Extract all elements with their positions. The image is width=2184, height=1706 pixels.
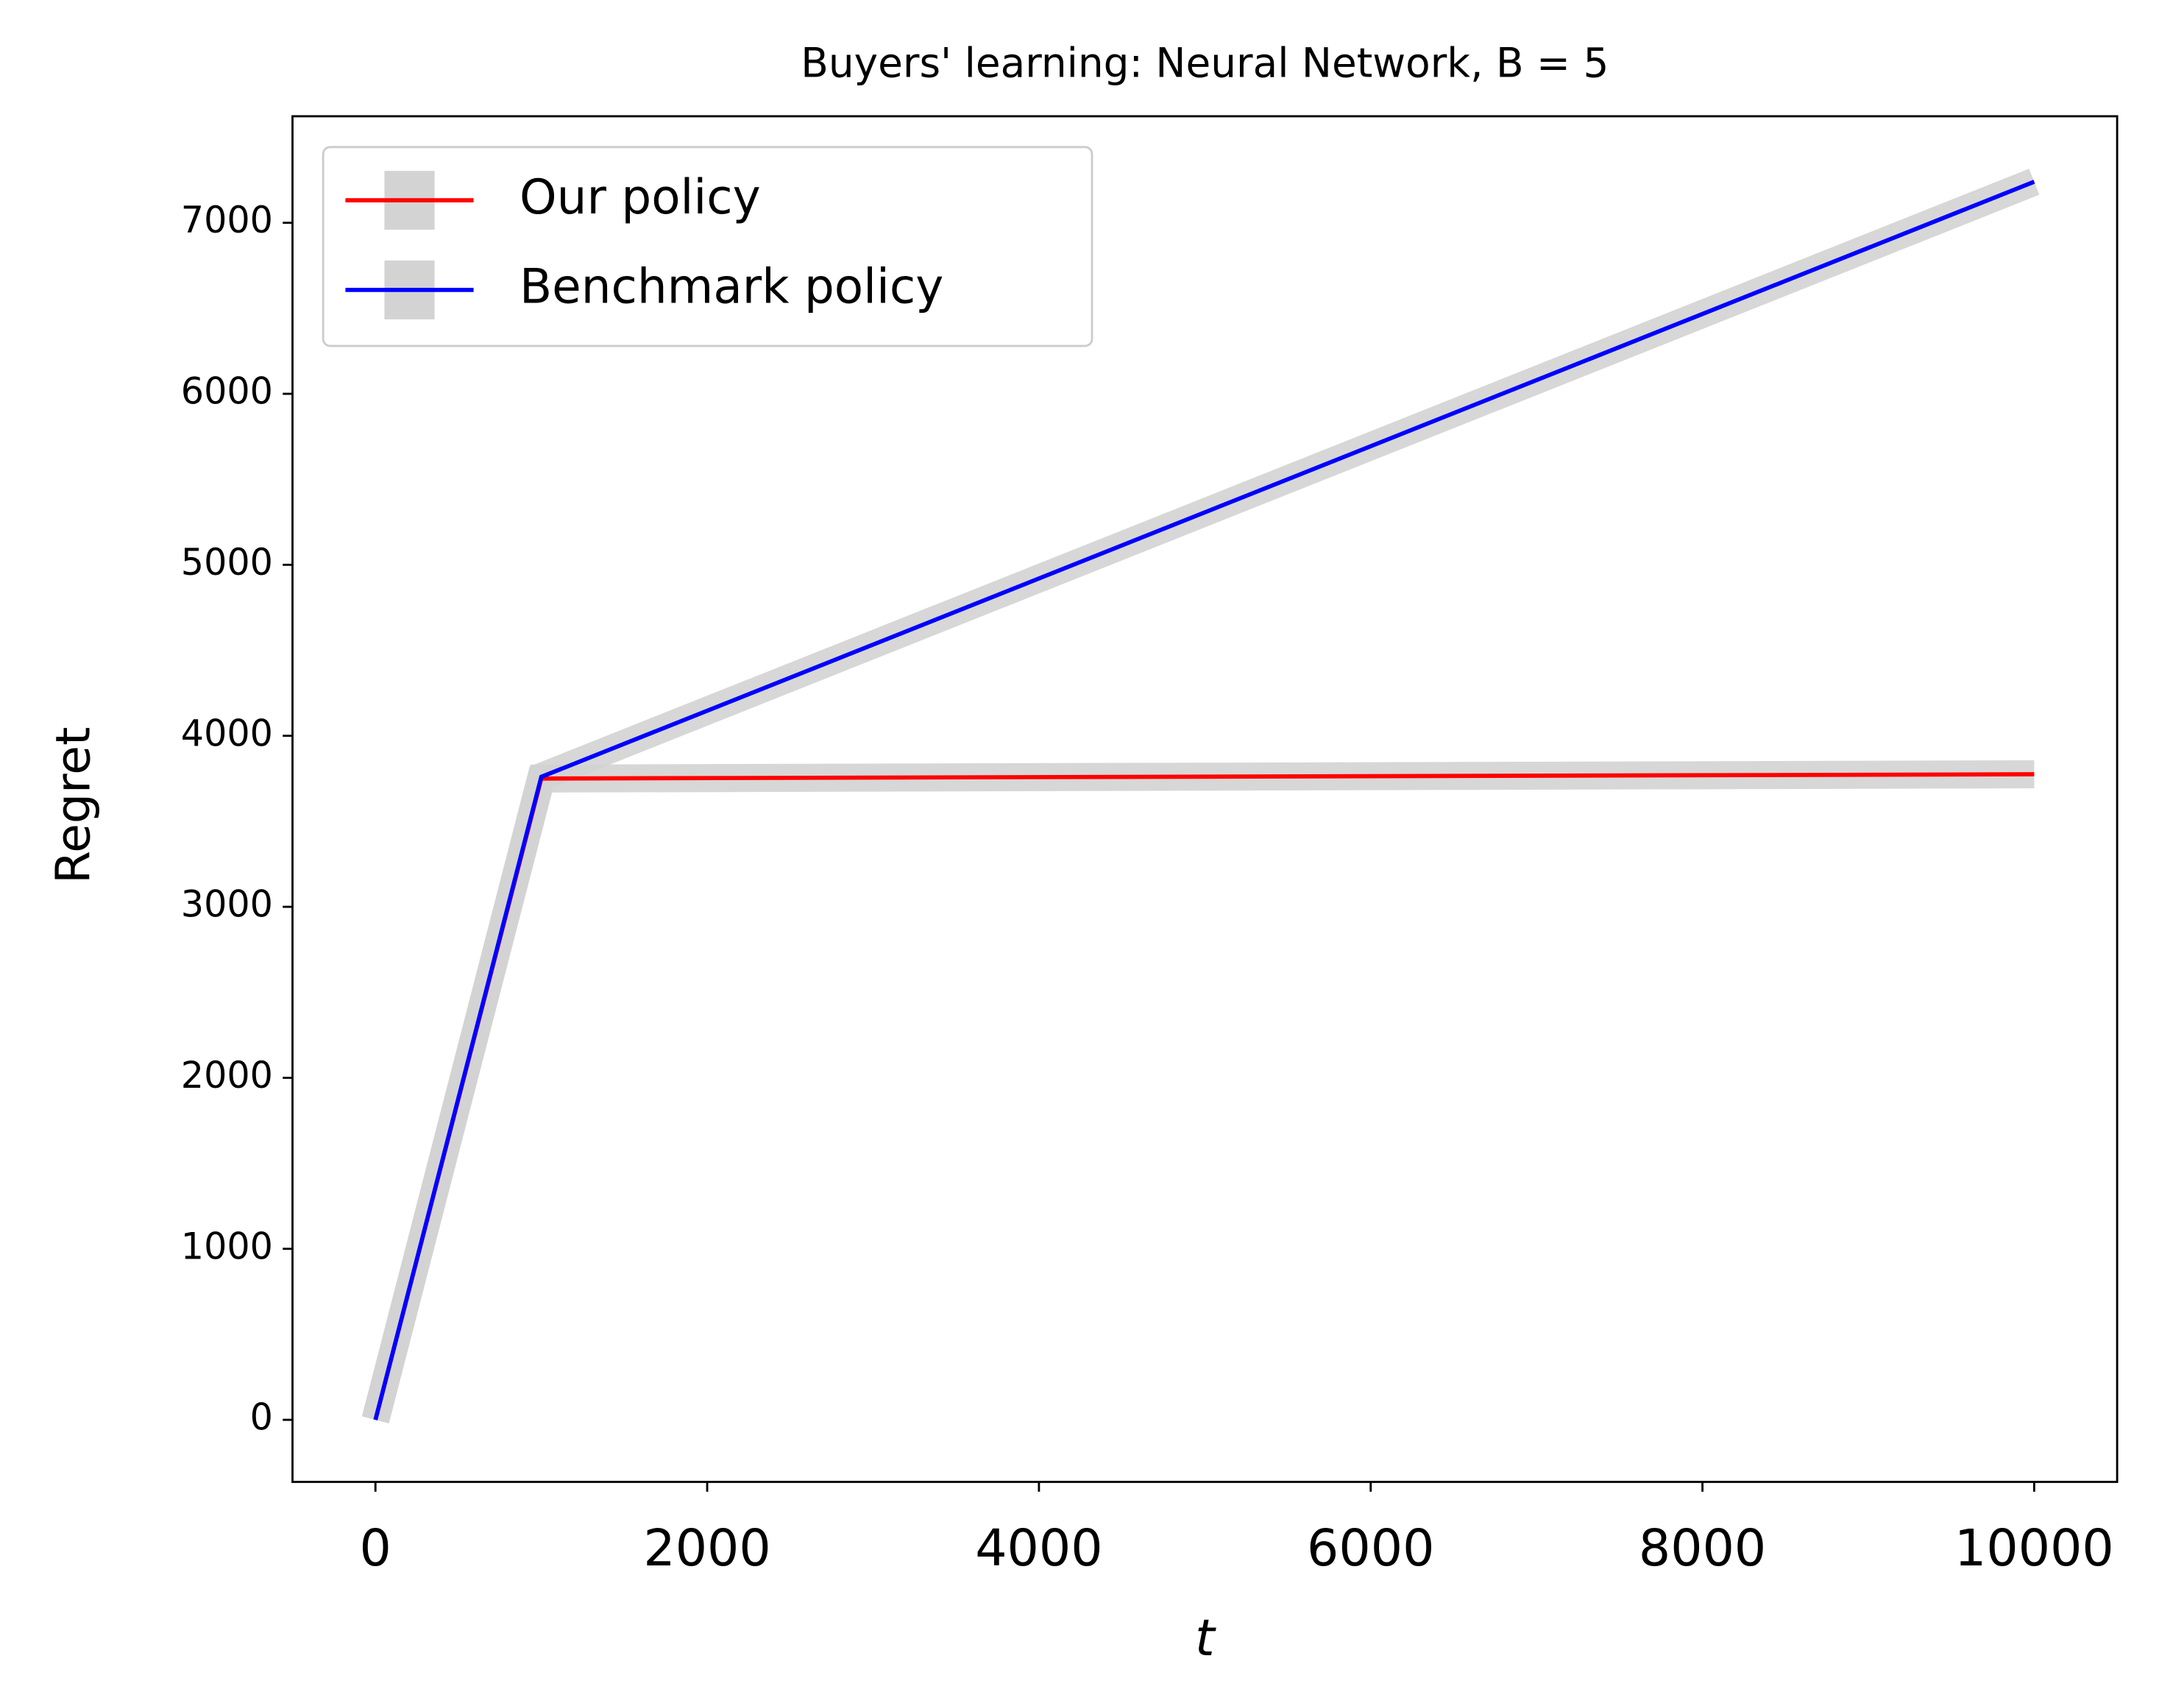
legend-box: [322, 146, 1093, 347]
y-tick-label: 5000: [181, 541, 273, 584]
x-axis-label: t: [1195, 1610, 1216, 1668]
line: [373, 180, 2035, 1420]
legend-label: Benchmark policy: [520, 259, 943, 314]
x-tick-label: 10000: [1954, 1520, 2114, 1578]
y-tick-label: 2000: [181, 1054, 273, 1097]
legend: Our policy Benchmark policy: [322, 146, 1093, 347]
y-tick-label: 6000: [181, 369, 273, 412]
x-tick-label: 8000: [1639, 1520, 1766, 1578]
y-tick-label: 7000: [181, 199, 273, 241]
chart-title: Buyers' learning: Neural Network, B = 5: [801, 39, 1609, 86]
y-tick-label: 3000: [181, 883, 273, 926]
x-tick-label: 0: [360, 1520, 391, 1578]
x-tick-label: 6000: [1307, 1520, 1434, 1578]
plot-frame: [291, 115, 2119, 1483]
y-tick-label: 4000: [181, 712, 273, 754]
y-axis-label: Regret: [46, 727, 102, 884]
y-tick-label: 1000: [181, 1225, 273, 1267]
x-tick-label: 2000: [643, 1520, 770, 1578]
legend-label: Our policy: [520, 170, 761, 225]
x-tick-label: 4000: [975, 1520, 1102, 1578]
y-tick-label: 0: [250, 1396, 273, 1439]
